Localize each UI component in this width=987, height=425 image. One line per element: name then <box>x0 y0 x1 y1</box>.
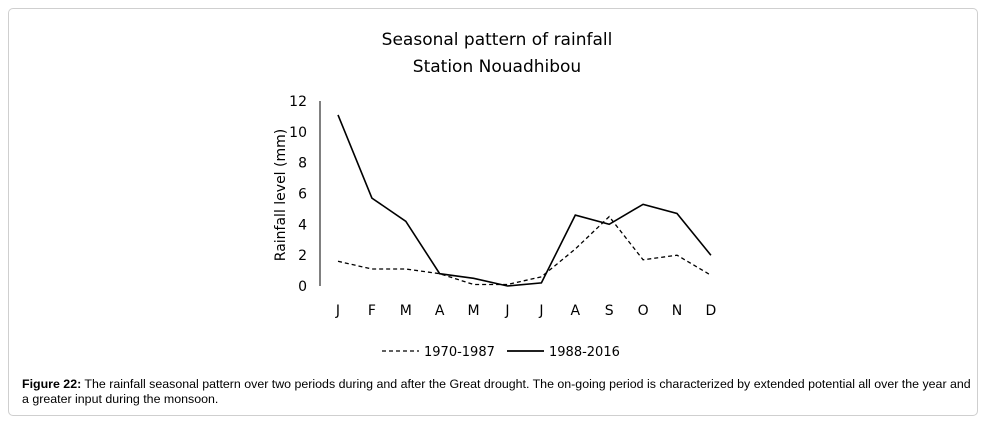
figure-frame <box>8 8 978 416</box>
caption-text: The rainfall seasonal pattern over two p… <box>22 377 971 406</box>
x-tick-label: F <box>368 303 376 319</box>
series-lines <box>337 114 712 287</box>
y-tick-label: 4 <box>298 217 307 233</box>
chart-subtitle: Station Nouadhibou <box>413 57 581 77</box>
x-tick-label: A <box>571 303 581 319</box>
x-tick-label: O <box>638 303 649 319</box>
x-tick-label: J <box>504 303 509 319</box>
rainfall-line-chart: Seasonal pattern of rainfall Station Nou… <box>273 30 716 360</box>
legend-label: 1970-1987 <box>424 345 495 360</box>
x-tick-label: J <box>335 303 340 319</box>
x-tick-label: D <box>706 303 717 319</box>
y-tick-label: 2 <box>298 248 307 264</box>
legend: 1970-1987 1988-2016 <box>382 345 620 360</box>
x-tick-label: A <box>435 303 445 319</box>
y-tick-label: 0 <box>298 279 307 295</box>
y-tick-label: 10 <box>289 125 307 141</box>
x-tick-label: M <box>400 303 412 319</box>
x-tick-label: S <box>605 303 614 319</box>
figure-caption: Figure 22: The rainfall seasonal pattern… <box>22 377 972 407</box>
y-tick-labels: 0 2 4 6 8 10 12 <box>289 94 307 295</box>
y-tick-label: 12 <box>289 94 307 110</box>
y-tick-label: 8 <box>298 156 307 172</box>
series-line-1970-1987 <box>337 215 712 286</box>
y-tick-label: 6 <box>298 187 307 203</box>
chart-title: Seasonal pattern of rainfall <box>382 30 613 50</box>
legend-label: 1988-2016 <box>549 345 620 360</box>
x-tick-label: N <box>672 303 682 319</box>
series-line-1988-2016 <box>337 114 712 287</box>
x-tick-label: M <box>468 303 480 319</box>
x-tick-label: J <box>538 303 543 319</box>
caption-label: Figure 22: <box>22 377 82 391</box>
y-axis-label: Rainfall level (mm) <box>273 129 289 261</box>
